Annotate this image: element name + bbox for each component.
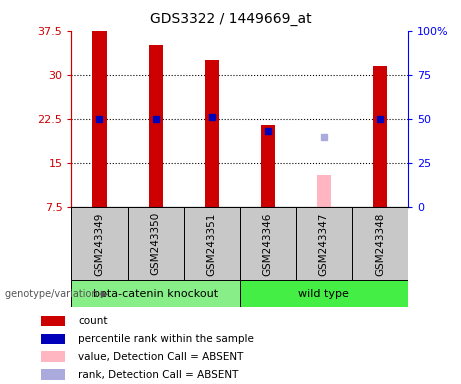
Text: wild type: wild type [298,289,349,299]
Text: count: count [78,316,108,326]
Bar [41,316,65,326]
Text: beta-catenin knockout: beta-catenin knockout [93,289,218,299]
Text: GSM243347: GSM243347 [319,212,329,276]
Bar [41,351,65,362]
Bar [41,334,65,344]
Text: value, Detection Call = ABSENT: value, Detection Call = ABSENT [78,352,244,362]
Text: GSM243350: GSM243350 [151,212,160,275]
Bar [128,207,183,280]
Bar [93,31,106,207]
Text: GDS3322 / 1449669_at: GDS3322 / 1449669_at [150,12,311,25]
Bar [205,60,219,207]
Text: GSM243351: GSM243351 [207,212,217,276]
Bar [240,280,408,307]
Bar [148,45,163,207]
Bar [352,207,408,280]
Bar [240,207,296,280]
Text: GSM243346: GSM243346 [263,212,273,276]
Text: GSM243348: GSM243348 [375,212,385,276]
Bar [296,207,352,280]
Bar [183,207,240,280]
Text: rank, Detection Call = ABSENT: rank, Detection Call = ABSENT [78,370,239,380]
Text: genotype/variation ▶: genotype/variation ▶ [5,289,108,299]
Bar [71,280,240,307]
Text: percentile rank within the sample: percentile rank within the sample [78,334,254,344]
Bar [71,207,128,280]
Bar [261,125,275,207]
Bar [373,66,387,207]
Bar [317,175,331,207]
Text: GSM243349: GSM243349 [95,212,105,276]
Bar [41,369,65,380]
